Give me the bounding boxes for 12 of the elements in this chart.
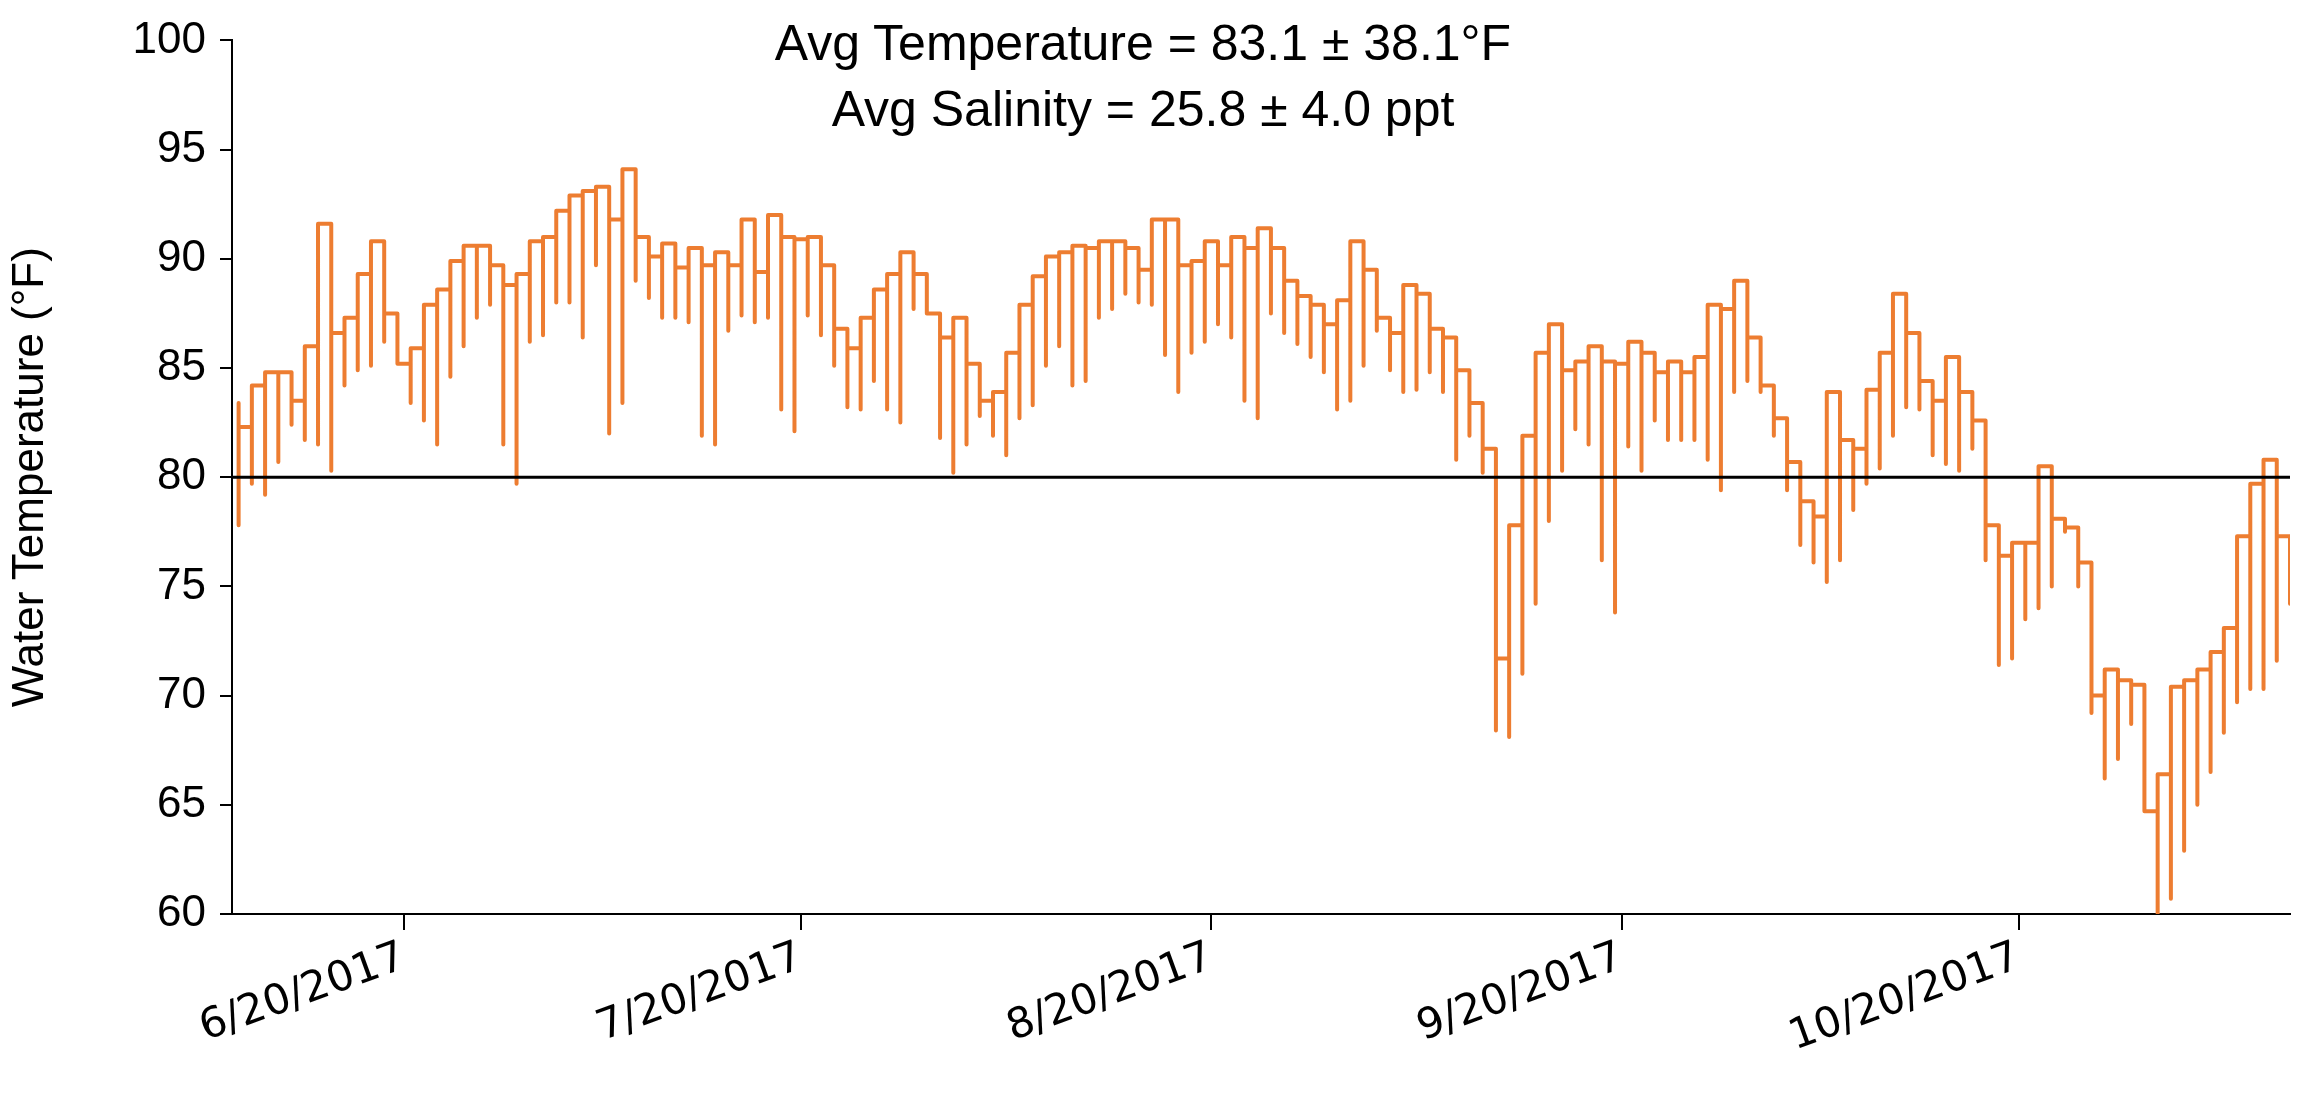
y-tick-label: 80 bbox=[157, 449, 206, 499]
y-tick-label: 85 bbox=[157, 340, 206, 390]
chart-title: Avg Temperature = 83.1 ± 38.1°F bbox=[774, 14, 1512, 71]
y-tick-label: 95 bbox=[157, 121, 206, 171]
y-tick-label: 100 bbox=[132, 12, 206, 62]
y-tick-label: 90 bbox=[157, 230, 206, 280]
y-axis-title: Water Temperature (°F) bbox=[2, 247, 52, 708]
y-tick-label: 70 bbox=[157, 667, 206, 717]
y-tick-label: 75 bbox=[157, 558, 206, 608]
y-tick-label: 60 bbox=[157, 886, 206, 936]
y-tick-label: 65 bbox=[157, 776, 206, 826]
text: Avg Salinity = 25.8 ± 4.0 ppt bbox=[831, 80, 1455, 137]
